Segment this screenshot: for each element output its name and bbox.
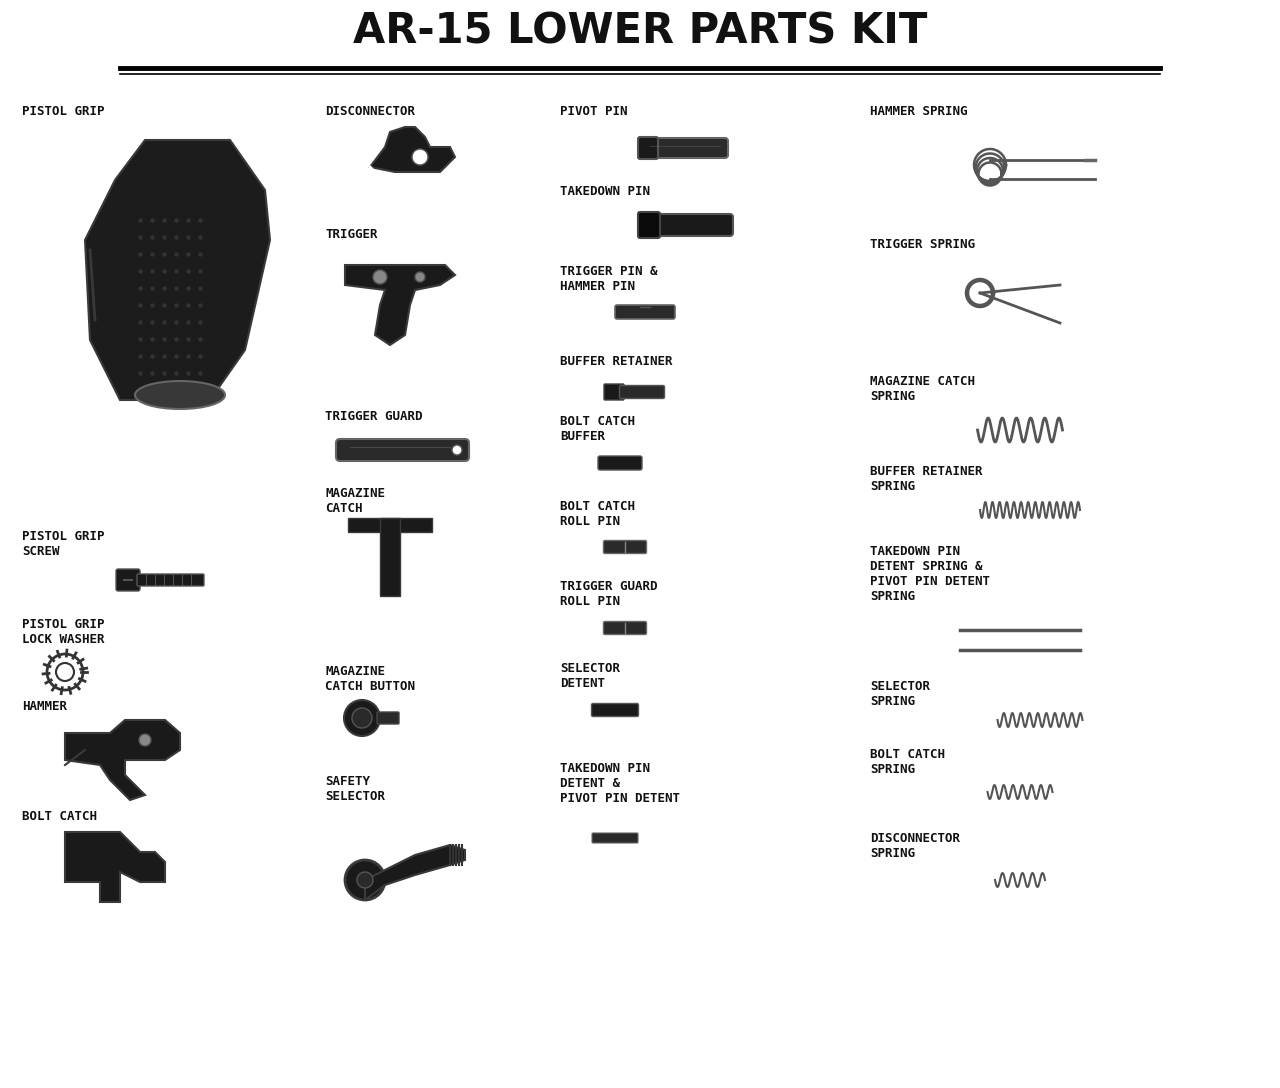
Text: BOLT CATCH
BUFFER: BOLT CATCH BUFFER: [561, 415, 635, 443]
Circle shape: [344, 700, 380, 735]
FancyBboxPatch shape: [614, 305, 675, 319]
FancyBboxPatch shape: [620, 385, 664, 398]
Text: BOLT CATCH
SPRING: BOLT CATCH SPRING: [870, 749, 945, 776]
Text: TRIGGER PIN &
HAMMER PIN: TRIGGER PIN & HAMMER PIN: [561, 265, 658, 293]
FancyBboxPatch shape: [649, 214, 733, 236]
Text: BUFFER RETAINER: BUFFER RETAINER: [561, 355, 672, 368]
Circle shape: [412, 149, 428, 165]
FancyBboxPatch shape: [604, 384, 625, 400]
Circle shape: [415, 272, 425, 282]
Text: TAKEDOWN PIN
DETENT &
PIVOT PIN DETENT: TAKEDOWN PIN DETENT & PIVOT PIN DETENT: [561, 762, 680, 805]
Circle shape: [140, 734, 151, 746]
FancyBboxPatch shape: [637, 137, 658, 159]
Text: MAGAZINE
CATCH: MAGAZINE CATCH: [325, 487, 385, 515]
Text: PIVOT PIN: PIVOT PIN: [561, 106, 627, 118]
FancyBboxPatch shape: [603, 621, 646, 634]
Bar: [348, 518, 433, 532]
Text: BOLT CATCH: BOLT CATCH: [22, 809, 97, 823]
FancyBboxPatch shape: [603, 541, 646, 554]
Text: TAKEDOWN PIN
DETENT SPRING &
PIVOT PIN DETENT
SPRING: TAKEDOWN PIN DETENT SPRING & PIVOT PIN D…: [870, 545, 989, 603]
Text: PISTOL GRIP: PISTOL GRIP: [22, 106, 105, 118]
Text: SAFETY
SELECTOR: SAFETY SELECTOR: [325, 775, 385, 803]
Text: PISTOL GRIP
LOCK WASHER: PISTOL GRIP LOCK WASHER: [22, 618, 105, 646]
Text: SELECTOR
SPRING: SELECTOR SPRING: [870, 680, 931, 708]
Text: BOLT CATCH
ROLL PIN: BOLT CATCH ROLL PIN: [561, 500, 635, 528]
Text: DISCONNECTOR
SPRING: DISCONNECTOR SPRING: [870, 832, 960, 860]
Circle shape: [56, 663, 74, 681]
FancyBboxPatch shape: [335, 438, 468, 461]
Text: MAGAZINE
CATCH BUTTON: MAGAZINE CATCH BUTTON: [325, 665, 415, 693]
Polygon shape: [370, 127, 454, 172]
Ellipse shape: [134, 381, 225, 409]
FancyBboxPatch shape: [591, 833, 637, 843]
Text: BUFFER RETAINER
SPRING: BUFFER RETAINER SPRING: [870, 465, 983, 493]
Bar: [380, 518, 399, 596]
Text: SELECTOR
DETENT: SELECTOR DETENT: [561, 662, 620, 690]
FancyBboxPatch shape: [591, 704, 639, 717]
Text: TRIGGER: TRIGGER: [325, 228, 378, 242]
Text: AR-15 LOWER PARTS KIT: AR-15 LOWER PARTS KIT: [353, 11, 927, 53]
Polygon shape: [65, 720, 180, 800]
Polygon shape: [84, 140, 270, 400]
Text: TRIGGER SPRING: TRIGGER SPRING: [870, 238, 975, 251]
Circle shape: [352, 708, 372, 728]
Polygon shape: [65, 832, 165, 902]
Text: MAGAZINE CATCH
SPRING: MAGAZINE CATCH SPRING: [870, 375, 975, 403]
Polygon shape: [365, 845, 465, 900]
Circle shape: [372, 270, 387, 284]
FancyBboxPatch shape: [116, 569, 140, 591]
FancyBboxPatch shape: [598, 456, 643, 470]
Text: TRIGGER GUARD: TRIGGER GUARD: [325, 410, 422, 423]
Text: HAMMER: HAMMER: [22, 700, 67, 713]
Text: HAMMER SPRING: HAMMER SPRING: [870, 106, 968, 118]
Text: PISTOL GRIP
SCREW: PISTOL GRIP SCREW: [22, 530, 105, 558]
Circle shape: [452, 445, 462, 455]
FancyBboxPatch shape: [378, 712, 399, 724]
Text: TRIGGER GUARD
ROLL PIN: TRIGGER GUARD ROLL PIN: [561, 580, 658, 608]
FancyBboxPatch shape: [137, 574, 204, 586]
Circle shape: [357, 871, 372, 888]
Circle shape: [346, 860, 385, 900]
Polygon shape: [346, 265, 454, 345]
Text: DISCONNECTOR: DISCONNECTOR: [325, 106, 415, 118]
Text: TAKEDOWN PIN: TAKEDOWN PIN: [561, 185, 650, 198]
FancyBboxPatch shape: [637, 212, 660, 238]
FancyBboxPatch shape: [646, 138, 728, 158]
